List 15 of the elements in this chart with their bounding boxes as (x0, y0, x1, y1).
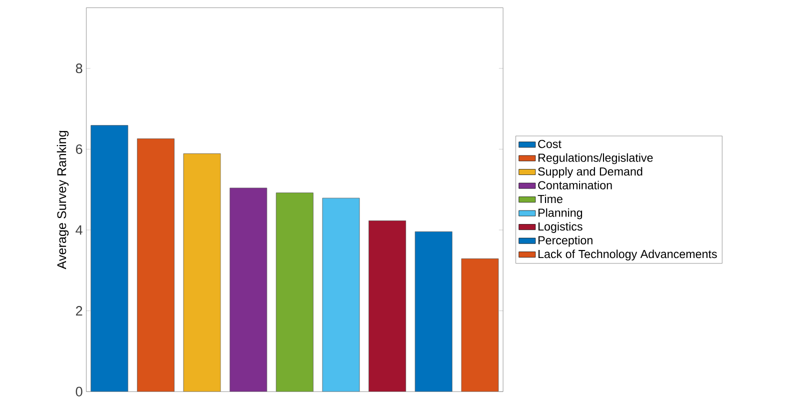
legend-label: Contamination (538, 180, 612, 190)
legend-label: Lack of Technology Advancements (538, 249, 717, 260)
legend-label: Time (538, 194, 562, 203)
legend-label: Planning (538, 208, 582, 219)
legend-label: Supply and Demand (538, 166, 642, 178)
y-tick-label: 4 (76, 225, 82, 234)
y-axis-title: Average Survey Ranking (56, 130, 69, 270)
legend-label: Logistics (538, 222, 582, 233)
legend-label: Perception (538, 236, 592, 247)
legend-label: Cost (538, 140, 562, 148)
legend-label: Regulations/legislative (538, 153, 653, 164)
y-tick-label: 6 (76, 144, 82, 154)
y-tick-label: 2 (76, 306, 82, 316)
y-tick-label: 8 (76, 63, 82, 73)
y-tick-label: 0 (76, 386, 82, 396)
